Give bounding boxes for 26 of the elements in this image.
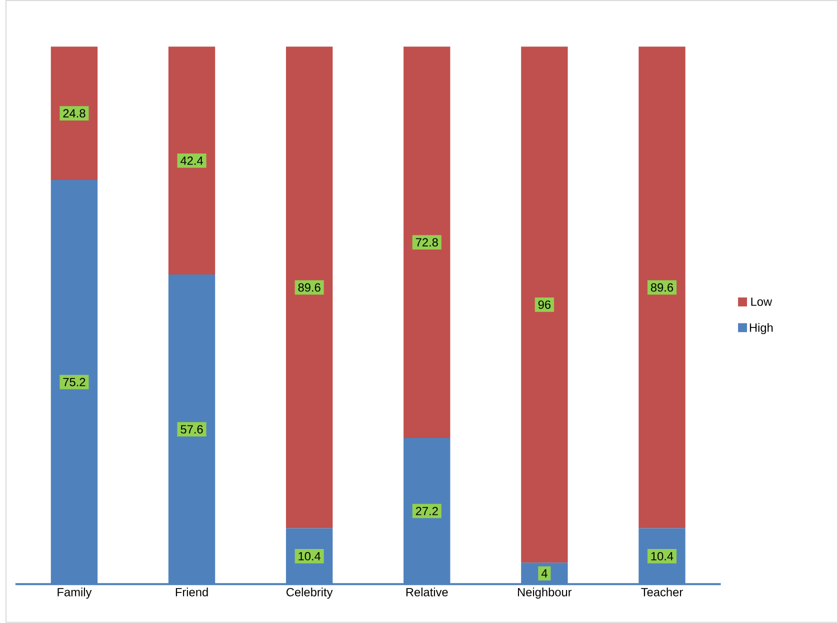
bar: [50, 46, 98, 180]
data-label: 27.2: [416, 506, 438, 516]
legend-label: Low: [751, 298, 772, 306]
data-label: 57.6: [180, 425, 203, 434]
bar: [168, 46, 216, 275]
data-label: 4: [541, 569, 548, 578]
x-tick-label: Relative: [406, 588, 448, 596]
bar: [521, 46, 568, 563]
data-label: 89.6: [298, 283, 320, 292]
data-label: 42.4: [180, 156, 203, 165]
data-label: 96: [538, 300, 551, 309]
data-label: 24.8: [63, 109, 86, 118]
x-tick-label: Family: [58, 588, 92, 599]
x-tick-label: Friend: [176, 588, 208, 596]
data-label: 10.4: [651, 552, 674, 560]
data-label: 10.4: [298, 552, 321, 560]
bar: [286, 46, 333, 528]
data-label: 89.6: [650, 283, 674, 292]
legend-label: High: [750, 323, 773, 334]
bar: [404, 46, 450, 438]
bar: [638, 46, 686, 528]
x-tick-label: Celebrity: [286, 588, 333, 599]
data-label: 72.8: [416, 238, 438, 247]
x-tick-label: Neighbour: [518, 588, 572, 599]
x-tick-label: Teacher: [641, 588, 683, 596]
data-label: 75.2: [63, 378, 86, 386]
